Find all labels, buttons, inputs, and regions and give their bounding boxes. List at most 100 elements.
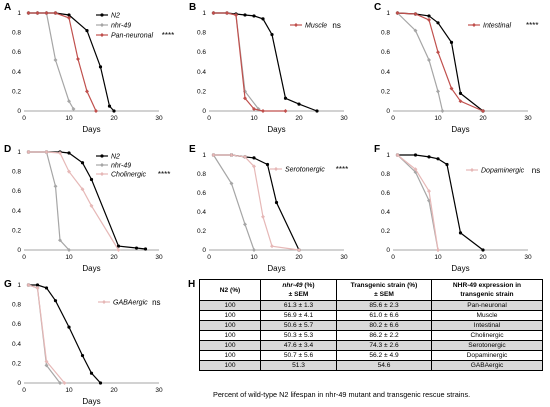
legend-entry: Pan-neuronal bbox=[96, 33, 153, 40]
legend-entry: Muscle bbox=[290, 23, 327, 30]
legend-label: nhr-49 bbox=[111, 23, 131, 30]
x-tick-label: 20 bbox=[110, 115, 118, 122]
data-point bbox=[35, 283, 40, 287]
series-line bbox=[397, 154, 439, 251]
header-n2: N2 (%) bbox=[199, 279, 261, 301]
data-point bbox=[76, 57, 80, 62]
data-point bbox=[440, 109, 445, 113]
legend-entry: nhr-49 bbox=[96, 163, 131, 170]
x-tick-label: 10 bbox=[65, 115, 73, 122]
y-tick-label: 1 bbox=[17, 282, 21, 289]
data-point bbox=[229, 153, 234, 157]
significance-label: **** bbox=[336, 165, 348, 174]
x-tick-label: 0 bbox=[207, 115, 211, 122]
series-line bbox=[397, 12, 484, 112]
y-tick-label: 0.2 bbox=[12, 88, 21, 95]
table-cell: 100 bbox=[199, 350, 261, 361]
data-point bbox=[67, 99, 71, 104]
y-tick-label: 0.8 bbox=[381, 171, 390, 178]
header-transgenic: Transgenic strain (%) ± SEM bbox=[336, 279, 432, 301]
y-tick-label: 0.4 bbox=[197, 69, 206, 76]
panel-letter-h: H bbox=[188, 279, 196, 290]
series-line bbox=[28, 12, 75, 110]
data-point bbox=[80, 353, 85, 358]
x-tick-label: 10 bbox=[250, 115, 258, 122]
data-point bbox=[98, 381, 103, 385]
y-tick-label: 0.6 bbox=[12, 188, 21, 195]
table-cell: 50.3 ± 5.3 bbox=[260, 330, 337, 341]
table-cell: 61.3 ± 1.3 bbox=[260, 300, 337, 311]
table-cell: 50.7 ± 5.6 bbox=[260, 350, 337, 361]
legend-entry: Intestinal bbox=[468, 23, 511, 30]
table-cell: 100 bbox=[199, 310, 261, 321]
chart-panel-d: D00.20.40.60.810 10 20 30DaysN2nhr-49Cholin… bbox=[4, 144, 170, 273]
table-row: 100 50.7 ± 5.6 56.2 ± 4.9 Dopaminergic bbox=[199, 350, 543, 361]
header-expression-line2: transgenic strain bbox=[460, 291, 514, 298]
legend-marker bbox=[100, 13, 104, 17]
data-point bbox=[112, 109, 116, 113]
x-axis-label: Days bbox=[82, 264, 100, 273]
series-nhr-49 bbox=[211, 11, 261, 112]
legend-marker bbox=[100, 163, 104, 167]
y-tick-label: 0.8 bbox=[12, 30, 21, 37]
data-point bbox=[89, 177, 94, 182]
data-point bbox=[315, 109, 319, 113]
header-expression-line1: NHR-49 expression in bbox=[452, 282, 522, 289]
legend-label: nhr-49 bbox=[111, 163, 131, 170]
data-point bbox=[436, 50, 440, 55]
legend-label: N2 bbox=[111, 13, 120, 20]
table-cell: Serotonergic bbox=[431, 340, 543, 351]
y-tick-label: 1 bbox=[17, 149, 21, 156]
x-tick-label: 30 bbox=[340, 254, 348, 261]
legend-label: Pan-neuronal bbox=[111, 33, 153, 40]
y-tick-label: 0.6 bbox=[381, 49, 390, 56]
panel-letter: D bbox=[4, 144, 11, 155]
header-transgenic-line1: Transgenic strain (%) bbox=[350, 282, 418, 289]
table-cell: 74.3 ± 2.6 bbox=[336, 340, 432, 351]
series-cholinergic bbox=[26, 150, 121, 252]
panel-letter: B bbox=[189, 2, 196, 13]
chart-panel-a: A00.20.40.60.810 10 20 30DaysN2nhr-49Pan-ne… bbox=[4, 2, 174, 134]
table-cell: 85.6 ± 2.3 bbox=[336, 300, 432, 311]
data-point bbox=[67, 325, 71, 329]
x-tick-label: 10 bbox=[434, 254, 442, 261]
x-tick-label: 20 bbox=[295, 115, 303, 122]
y-tick-label: 0.2 bbox=[381, 88, 390, 95]
series-gabaergic bbox=[26, 283, 67, 385]
x-tick-label: 10 bbox=[434, 115, 442, 122]
series-line bbox=[28, 12, 97, 112]
data-point bbox=[243, 154, 247, 159]
x-tick-label: 20 bbox=[295, 254, 303, 261]
series-muscle bbox=[211, 11, 288, 113]
y-tick-label: 0.2 bbox=[12, 360, 21, 367]
panel-letter: E bbox=[189, 144, 196, 155]
header-nhr49: nhr-49 (%) ± SEM bbox=[260, 279, 337, 301]
significance-label: ns bbox=[332, 21, 340, 30]
series-n2 bbox=[395, 153, 485, 252]
data-point bbox=[436, 21, 440, 25]
legend-label: Serotonergic bbox=[285, 167, 325, 174]
data-point bbox=[413, 12, 418, 16]
data-point bbox=[80, 161, 85, 165]
x-tick-label: 20 bbox=[110, 387, 118, 394]
data-point bbox=[53, 184, 58, 189]
table-cell: 100 bbox=[199, 300, 261, 311]
legend-marker bbox=[100, 172, 104, 176]
data-point bbox=[89, 203, 94, 208]
y-tick-label: 0 bbox=[202, 247, 206, 254]
header-n2-label: N2 (%) bbox=[219, 286, 241, 294]
data-point bbox=[243, 222, 247, 227]
legend-marker bbox=[102, 300, 106, 304]
series-line bbox=[213, 12, 259, 110]
data-point bbox=[427, 14, 431, 18]
y-tick-label: 0.6 bbox=[12, 49, 21, 56]
table-cell: 47.6 ± 3.4 bbox=[260, 340, 337, 351]
y-tick-label: 0.4 bbox=[12, 208, 21, 215]
data-point bbox=[458, 231, 463, 235]
significance-label: **** bbox=[526, 21, 538, 30]
y-tick-label: 0.6 bbox=[12, 321, 21, 328]
data-point bbox=[44, 286, 49, 290]
series-nhr-49 bbox=[395, 11, 445, 113]
table-cell: 51.3 bbox=[260, 360, 337, 371]
x-tick-label: 0 bbox=[391, 254, 395, 261]
